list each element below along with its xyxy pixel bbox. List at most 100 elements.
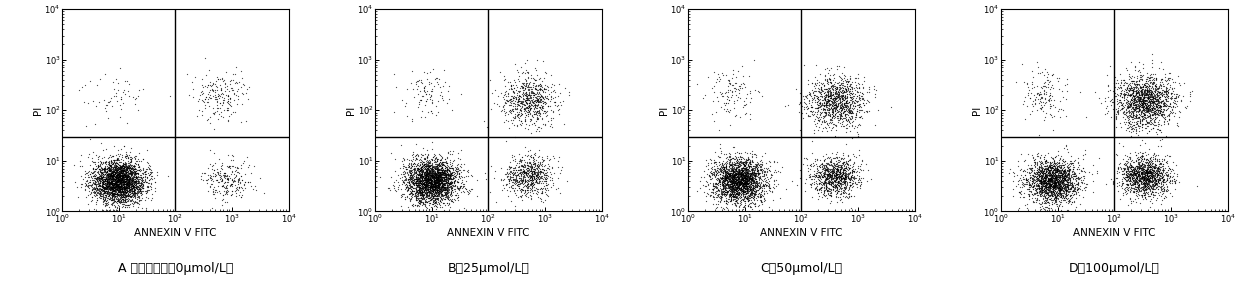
Point: [1147, 94, 1167, 98]
Point: [746, 182, 766, 187]
Point: [114, 182, 134, 187]
Point: [1153, 177, 1173, 182]
Point: [231, 85, 250, 89]
Point: [1032, 95, 1052, 99]
Point: [108, 171, 128, 176]
Point: [126, 96, 146, 101]
Point: [1029, 177, 1049, 182]
Point: [117, 167, 136, 172]
Point: [1114, 175, 1133, 180]
Point: [438, 165, 458, 170]
Point: [534, 87, 554, 92]
Point: [817, 168, 837, 173]
Point: [1068, 180, 1087, 185]
Point: [717, 189, 737, 194]
Point: [730, 203, 750, 208]
Point: [1008, 178, 1028, 183]
Point: [1056, 181, 1076, 186]
Point: [1167, 98, 1187, 103]
Point: [737, 186, 756, 191]
Point: [1042, 162, 1061, 167]
Point: [1061, 187, 1081, 192]
Point: [826, 80, 846, 85]
Point: [491, 90, 511, 95]
Point: [129, 168, 149, 173]
Point: [410, 173, 430, 178]
Point: [103, 182, 123, 187]
Point: [86, 190, 105, 194]
Point: [745, 184, 765, 189]
Point: [1118, 181, 1138, 186]
Point: [852, 108, 872, 113]
Point: [1127, 188, 1147, 193]
Point: [110, 163, 130, 168]
Point: [508, 111, 528, 116]
Point: [134, 170, 154, 175]
Point: [135, 176, 155, 181]
Point: [218, 102, 238, 107]
Point: [735, 161, 755, 166]
Point: [1147, 175, 1167, 179]
Point: [113, 165, 133, 170]
Point: [841, 187, 861, 192]
Point: [510, 170, 529, 175]
Point: [1059, 172, 1079, 177]
Point: [807, 85, 827, 90]
Point: [517, 165, 537, 170]
Point: [1154, 100, 1174, 105]
Point: [733, 183, 753, 188]
Point: [1132, 102, 1152, 107]
Point: [1044, 163, 1064, 168]
Point: [1117, 182, 1137, 187]
Point: [844, 175, 864, 180]
Point: [696, 194, 715, 198]
Point: [1148, 167, 1168, 172]
Point: [1123, 170, 1143, 175]
Point: [103, 175, 123, 180]
Point: [1042, 189, 1061, 194]
Point: [128, 181, 148, 186]
Point: [729, 171, 749, 176]
Point: [94, 176, 114, 181]
Point: [529, 114, 549, 119]
Point: [1122, 104, 1142, 109]
Point: [112, 186, 131, 191]
Point: [1133, 84, 1153, 89]
Point: [1045, 175, 1065, 180]
Point: [415, 181, 435, 186]
Point: [1136, 163, 1156, 168]
Point: [124, 182, 144, 187]
Point: [1130, 73, 1149, 78]
Point: [1135, 167, 1154, 172]
Point: [456, 186, 476, 191]
Point: [103, 188, 123, 193]
Point: [102, 173, 122, 178]
Point: [203, 188, 223, 193]
Point: [1136, 169, 1156, 174]
Point: [402, 173, 422, 178]
Point: [229, 177, 249, 182]
Point: [723, 92, 743, 97]
Point: [735, 190, 755, 195]
Point: [432, 199, 451, 204]
Point: [518, 188, 538, 193]
Point: [427, 175, 446, 180]
Point: [821, 77, 841, 82]
Point: [1030, 159, 1050, 164]
Point: [718, 190, 738, 194]
Point: [231, 181, 250, 185]
Point: [816, 183, 836, 188]
Point: [423, 178, 443, 182]
Point: [1151, 187, 1171, 192]
Point: [92, 170, 112, 175]
Point: [429, 199, 449, 204]
Point: [1118, 178, 1138, 183]
Point: [1148, 166, 1168, 171]
Point: [733, 180, 753, 185]
Point: [417, 167, 436, 172]
Point: [815, 94, 835, 99]
Point: [114, 172, 134, 177]
Point: [129, 167, 149, 172]
Point: [433, 201, 453, 206]
Point: [1138, 95, 1158, 100]
